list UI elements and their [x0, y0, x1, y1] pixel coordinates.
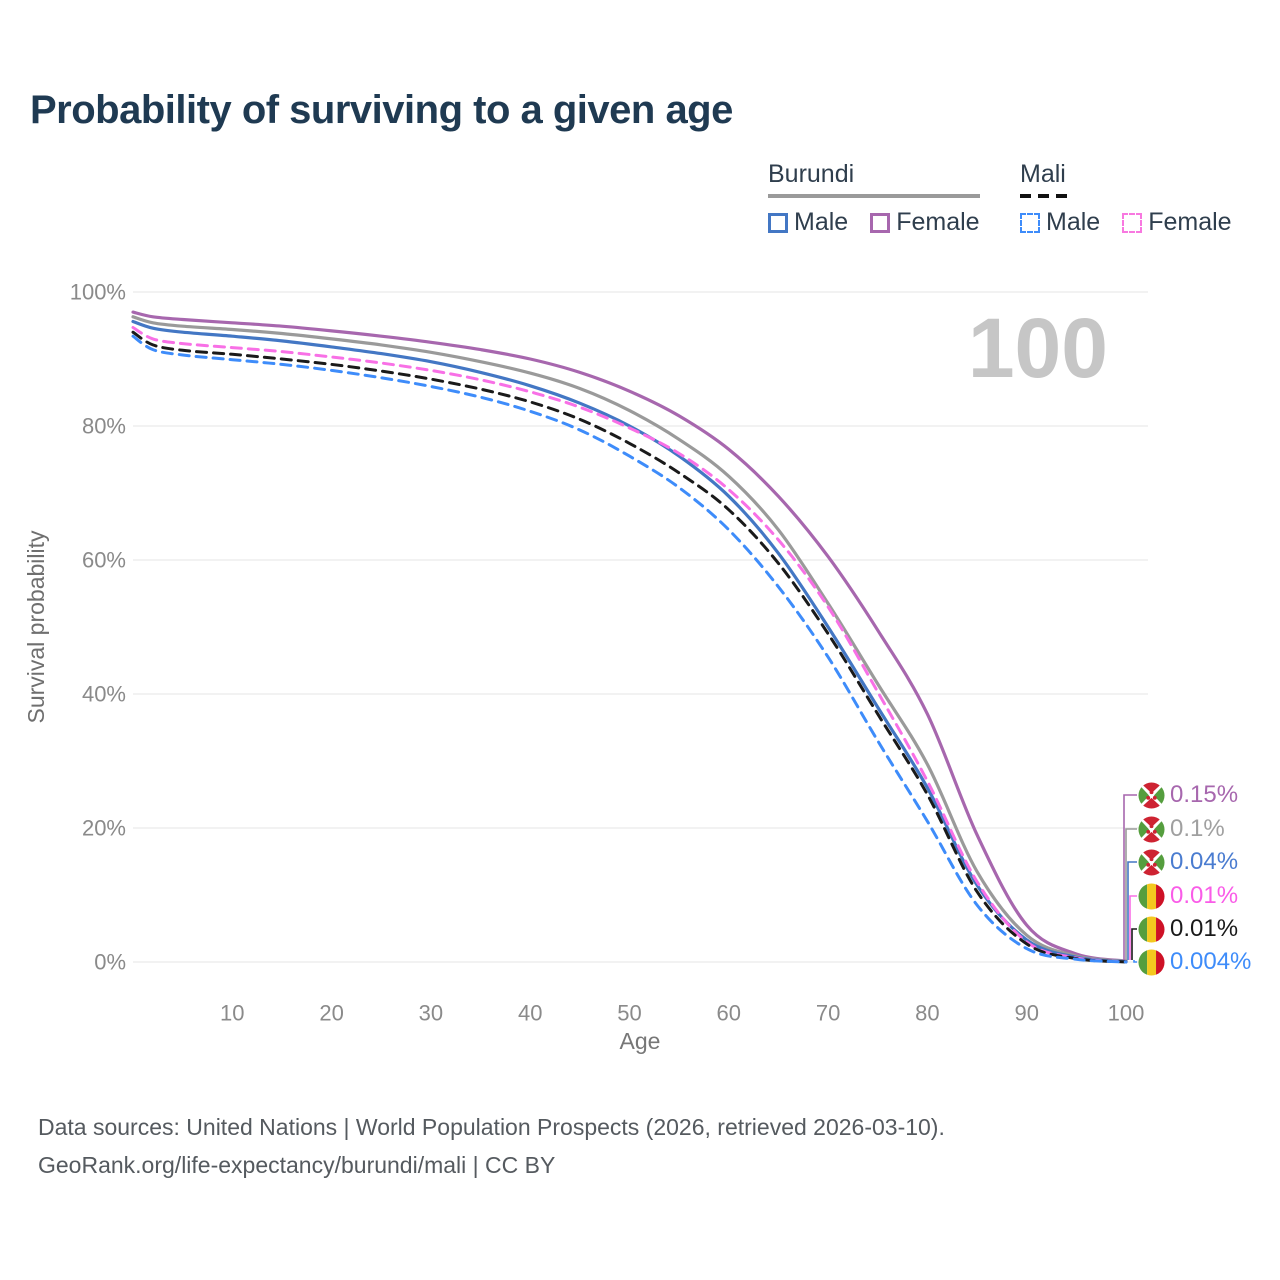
x-tick-label: 50	[617, 1001, 641, 1026]
footer-line-1: Data sources: United Nations | World Pop…	[38, 1114, 945, 1140]
end-label-connector	[1123, 794, 1137, 960]
y-tick-label: 20%	[82, 816, 126, 841]
burundi-flag-icon	[1138, 816, 1165, 843]
x-tick-label: 80	[915, 1001, 939, 1026]
y-tick-label: 0%	[94, 950, 126, 975]
mali-flag-icon	[1138, 949, 1165, 976]
curve-mali-both-sexes	[131, 330, 1128, 964]
curve-mali-female	[131, 326, 1128, 964]
end-value: 0.1%	[1170, 815, 1225, 842]
x-tick-label: 10	[220, 1001, 244, 1026]
end-label-connector	[1127, 861, 1137, 960]
burundi-flag-icon	[1138, 782, 1165, 809]
mali-female-swatch	[1122, 212, 1143, 233]
legend-label: Female	[1148, 208, 1232, 236]
legend-mali-line-sample	[1020, 194, 1072, 198]
hovered-age-watermark: 100	[968, 301, 1108, 395]
burundi-female-swatch	[870, 212, 891, 233]
legend-item-burundi-female[interactable]: Female	[870, 208, 980, 237]
legend-item-mali-female[interactable]: Female	[1122, 208, 1232, 237]
end-label-connector	[1131, 928, 1137, 960]
end-value: 0.04%	[1170, 848, 1239, 875]
burundi-male-swatch	[768, 212, 788, 233]
x-tick-label: 90	[1014, 1001, 1038, 1026]
page-title: Probability of surviving to a given age	[30, 88, 733, 132]
curve-mali-male	[131, 334, 1128, 964]
y-tick-label: 80%	[82, 414, 126, 439]
x-tick-label: 40	[518, 1001, 542, 1026]
curve-burundi-both-sexes	[131, 315, 1128, 963]
mali-male-swatch	[1020, 212, 1040, 233]
x-tick-label: 100	[1108, 1001, 1145, 1026]
y-tick-label: 100%	[70, 280, 126, 305]
end-label-burundi-both: 0.1%	[1138, 815, 1225, 843]
end-label-connector	[1133, 960, 1137, 963]
end-value: 0.15%	[1170, 781, 1239, 808]
curve-burundi-female	[131, 310, 1128, 963]
legend-label: Male	[794, 208, 849, 236]
legend-label: Male	[1046, 208, 1101, 236]
x-tick-label: 30	[419, 1001, 443, 1026]
legend-item-mali-male[interactable]: Male	[1020, 208, 1100, 237]
x-tick-label: 20	[319, 1001, 343, 1026]
end-label-connector	[1129, 895, 1137, 960]
y-tick-label: 60%	[82, 548, 126, 573]
end-label-mali-female: 0.01%	[1138, 882, 1238, 910]
legend-item-burundi-male[interactable]: Male	[768, 208, 848, 237]
legend-group-burundi: Burundi Male Female	[768, 160, 980, 237]
x-tick-label: 70	[816, 1001, 840, 1026]
legend-label: Female	[896, 208, 980, 236]
end-label-mali-male: 0.004%	[1138, 948, 1251, 976]
legend-group-mali: Mali Male Female	[1020, 160, 1232, 237]
legend-burundi-title[interactable]: Burundi	[768, 160, 855, 188]
end-value: 0.01%	[1170, 915, 1239, 942]
curve-burundi-male	[131, 319, 1128, 964]
end-label-connector	[1125, 828, 1137, 960]
end-label-mali-both: 0.01%	[1138, 915, 1238, 943]
end-label-burundi-male: 0.04%	[1138, 848, 1238, 876]
y-tick-label: 40%	[82, 682, 126, 707]
end-label-burundi-female: 0.15%	[1138, 781, 1238, 809]
end-value: 0.01%	[1170, 882, 1239, 909]
legend-mali-title[interactable]: Mali	[1020, 160, 1066, 188]
mali-flag-icon	[1138, 883, 1165, 910]
mali-flag-icon	[1138, 916, 1165, 943]
y-axis-label: Survival probability	[23, 530, 49, 724]
legend-burundi-line-sample	[768, 194, 980, 198]
end-value: 0.004%	[1170, 948, 1252, 975]
data-sources-footer: Data sources: United Nations | World Pop…	[38, 1108, 945, 1184]
x-tick-label: 60	[717, 1001, 741, 1026]
footer-line-2: GeoRank.org/life-expectancy/burundi/mali…	[38, 1152, 556, 1178]
burundi-flag-icon	[1138, 849, 1165, 876]
x-axis-label: Age	[620, 1028, 661, 1054]
